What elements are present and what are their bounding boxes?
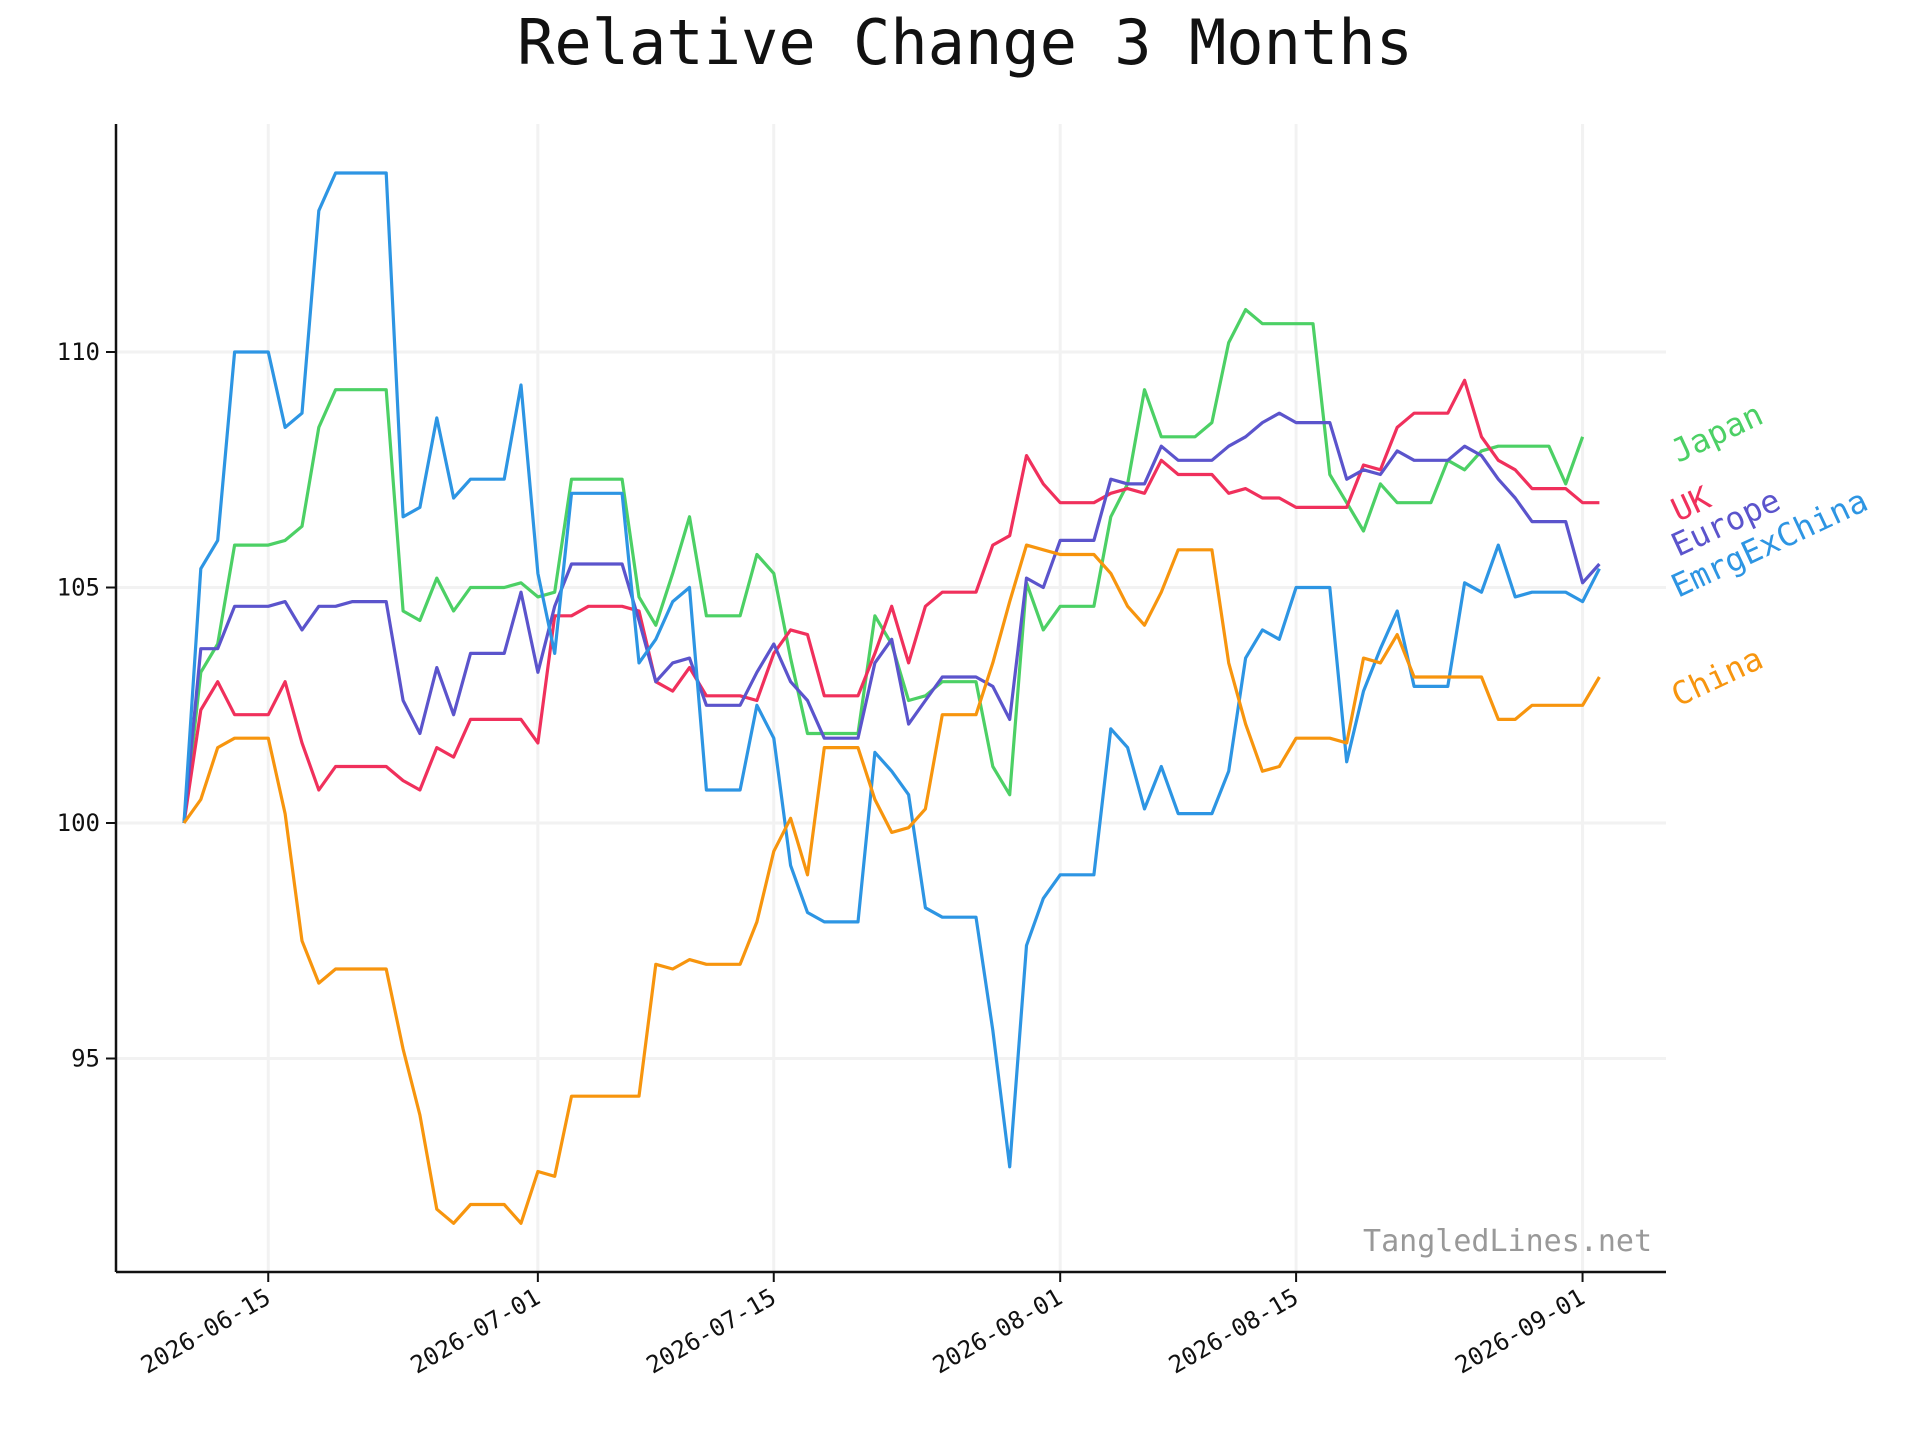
grid: [116, 124, 1666, 1272]
series-line-china: [182, 543, 1601, 1225]
series-label-japan: Japan: [1665, 395, 1768, 470]
series-line-emrgexchina: [182, 171, 1601, 1169]
x-tick-label: 2026-07-01: [406, 1283, 545, 1379]
y-tick-label: 100: [57, 809, 100, 837]
axes: 95 100 105 110 2026-06-15 2026-07-01 2026-07-1…: [57, 124, 1666, 1379]
series-lines: [182, 171, 1601, 1225]
x-tick-label: 2026-09-01: [1450, 1283, 1589, 1379]
series-line-europe: [182, 411, 1601, 824]
y-tick-label: 110: [57, 338, 100, 366]
y-tick-label: 105: [57, 574, 100, 602]
series-label-china: China: [1665, 639, 1768, 714]
x-tick-label: 2026-06-15: [136, 1283, 275, 1379]
x-tick-label: 2026-08-15: [1164, 1283, 1303, 1379]
x-tick-label: 2026-07-15: [642, 1283, 781, 1379]
chart-title: Relative Change 3 Months: [517, 6, 1413, 79]
x-tick-label: 2026-08-01: [928, 1283, 1067, 1379]
series-line-japan: [182, 308, 1585, 824]
y-tick-label: 95: [71, 1045, 100, 1073]
series-line-uk: [182, 378, 1600, 824]
watermark: TangledLines.net: [1363, 1224, 1652, 1259]
